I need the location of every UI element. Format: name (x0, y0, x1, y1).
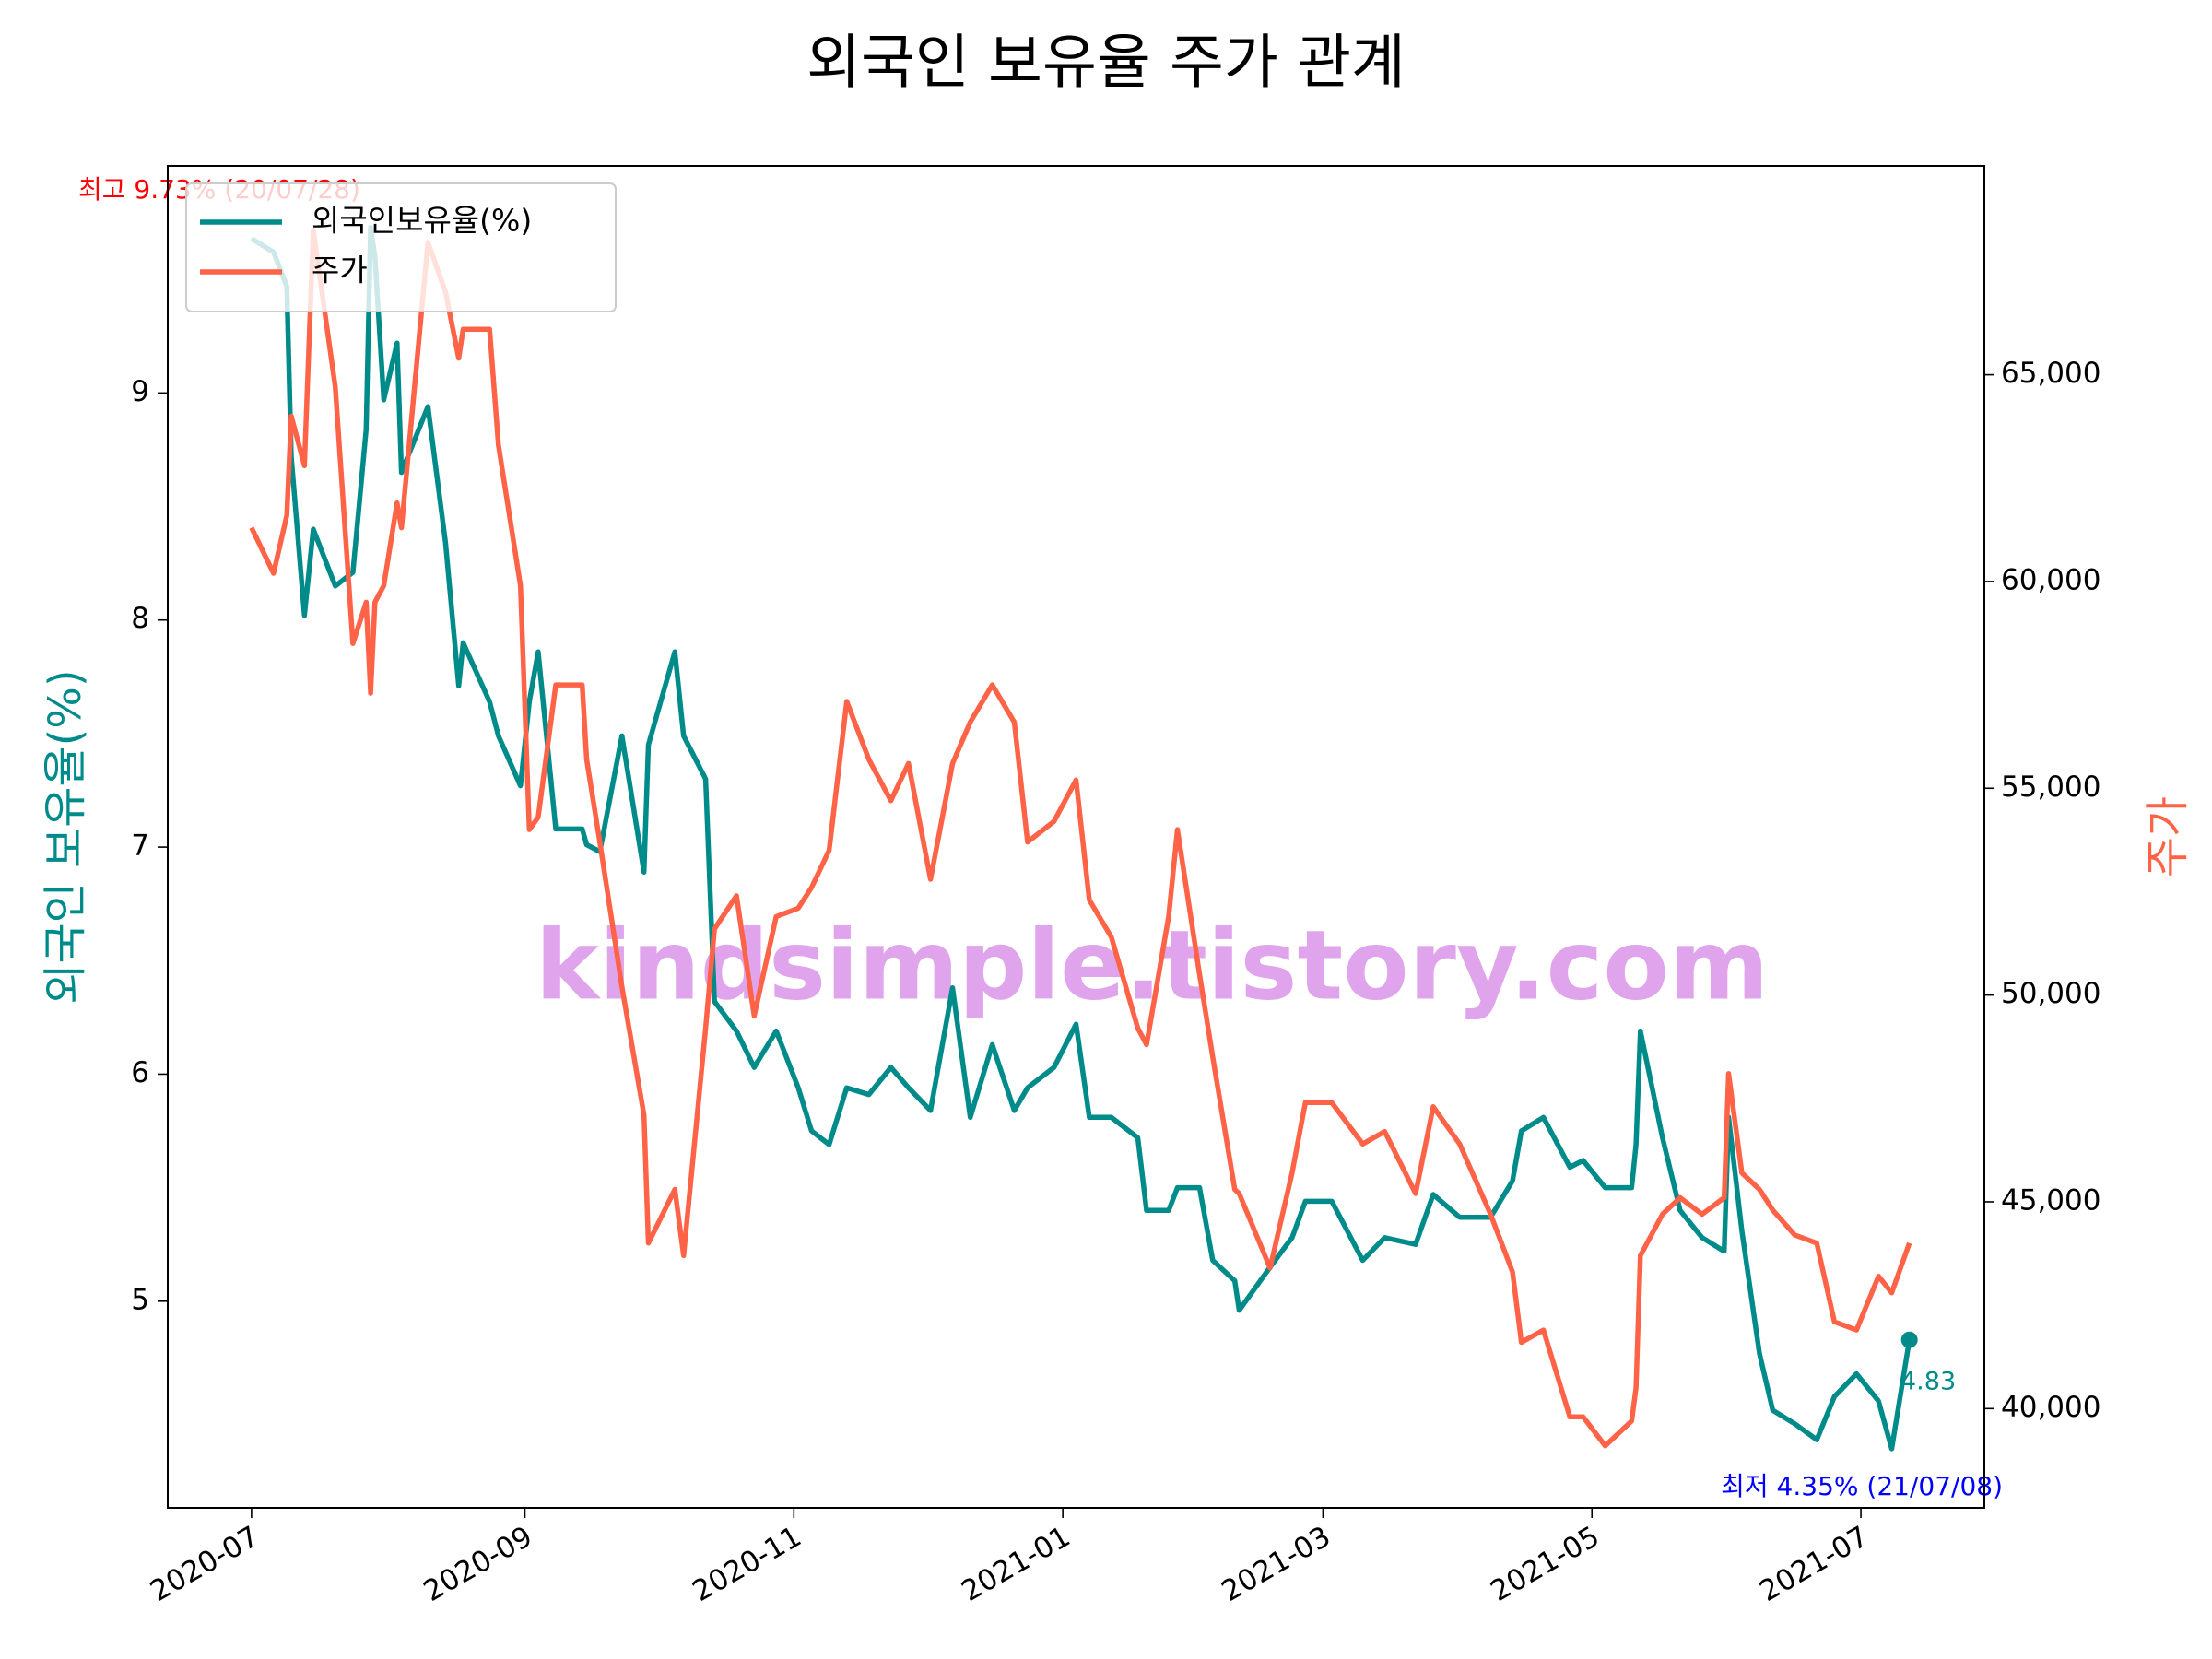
y2-tick-label: 40,000 (2001, 1391, 2100, 1424)
y-tick-label: 8 (131, 602, 149, 635)
y-tick-label: 6 (131, 1056, 149, 1089)
y2-tick-label: 45,000 (2001, 1183, 2100, 1217)
legend-label: 외국인보유율(%) (312, 203, 532, 239)
chart-title: 외국인 보유율 주가 관계 (806, 29, 1406, 98)
y2-tick-label: 55,000 (2001, 771, 2100, 804)
y2-tick-label: 65,000 (2001, 357, 2100, 390)
x-tick-label: 2020-07 (145, 1520, 265, 1608)
last-point (1900, 1331, 1918, 1348)
y-axis-label: 외국인 보유율(%) (40, 669, 91, 1004)
x-tick-label: 2021-01 (956, 1520, 1076, 1608)
min-annotation: 최저 4.35% (21/07/08) (1721, 1471, 2003, 1501)
y2-tick-label: 60,000 (2001, 563, 2100, 596)
legend-label: 주가 (312, 253, 368, 288)
legend-box (185, 182, 617, 312)
series-line (249, 227, 1912, 1449)
x-tick-label: 2021-07 (1754, 1520, 1874, 1608)
y-tick-label: 5 (131, 1283, 149, 1316)
x-tick-label: 2020-09 (418, 1520, 538, 1608)
x-tick-label: 2020-11 (687, 1520, 806, 1608)
x-tick-label: 2021-03 (1216, 1520, 1335, 1608)
last-value-label: 4.83 (1900, 1368, 1956, 1396)
y-tick-label: 9 (131, 375, 149, 408)
x-tick-label: 2021-05 (1485, 1520, 1605, 1608)
series-line (250, 224, 1912, 1452)
y-tick-label: 7 (131, 830, 149, 863)
y2-tick-label: 50,000 (2001, 977, 2100, 1010)
y2-axis-label: 주가 (2142, 796, 2194, 877)
plot-frame (167, 165, 1985, 1509)
